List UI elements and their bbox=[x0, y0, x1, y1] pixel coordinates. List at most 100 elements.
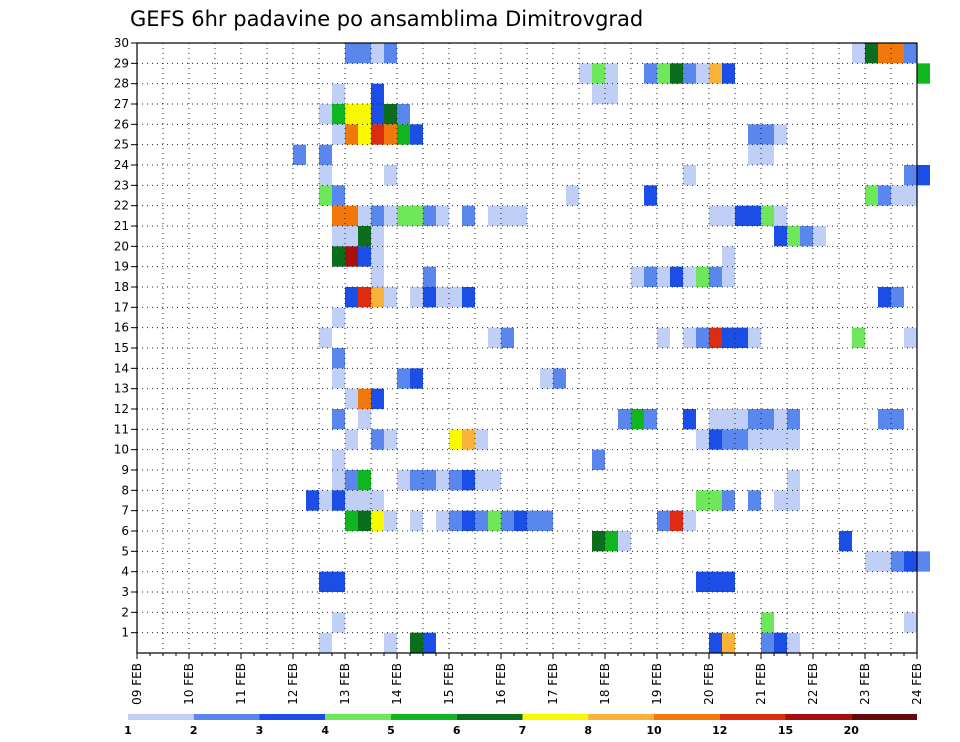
heatmap-cell bbox=[319, 144, 332, 165]
heatmap-cell bbox=[722, 246, 735, 267]
heatmap-cell bbox=[722, 327, 735, 348]
heatmap-cell bbox=[332, 83, 345, 104]
heatmap-cell bbox=[319, 327, 332, 348]
colorbar-label: 12 bbox=[712, 724, 727, 737]
heatmap-cell bbox=[722, 429, 735, 450]
heatmap-cell bbox=[436, 205, 449, 226]
heatmap-cell bbox=[709, 632, 722, 653]
heatmap-cell bbox=[618, 531, 631, 552]
x-tick-label: 19 FEB bbox=[650, 663, 664, 705]
heatmap-cell bbox=[371, 266, 384, 287]
heatmap-cell bbox=[917, 165, 930, 186]
heatmap-cell bbox=[774, 490, 787, 511]
heatmap-cell bbox=[371, 429, 384, 450]
heatmap-cell bbox=[423, 470, 436, 491]
colorbar-segment bbox=[654, 714, 720, 720]
heatmap-cell bbox=[891, 551, 904, 572]
y-tick-label: 18 bbox=[114, 280, 129, 294]
colorbar-label: 2 bbox=[190, 724, 198, 737]
heatmap-cell bbox=[410, 124, 423, 145]
heatmap-cell bbox=[787, 632, 800, 653]
heatmap-cells bbox=[293, 43, 930, 653]
heatmap-cell bbox=[410, 287, 423, 308]
x-tick-label: 10 FEB bbox=[182, 663, 196, 705]
heatmap-cell bbox=[410, 368, 423, 389]
heatmap-cell bbox=[345, 490, 358, 511]
heatmap-cell bbox=[579, 63, 592, 84]
heatmap-cell bbox=[878, 551, 891, 572]
heatmap-cell bbox=[358, 246, 371, 267]
heatmap-cell bbox=[358, 205, 371, 226]
heatmap-cell bbox=[709, 490, 722, 511]
heatmap-cell bbox=[397, 470, 410, 491]
heatmap-cell bbox=[358, 104, 371, 125]
y-tick-label: 27 bbox=[114, 97, 129, 111]
heatmap-cell bbox=[540, 368, 553, 389]
colorbar-segment bbox=[259, 714, 326, 720]
y-tick-label: 15 bbox=[114, 341, 129, 355]
colorbar-segment bbox=[128, 714, 194, 720]
colorbar: 1 2 3 4 5 6 7 8 10 12 15 20 bbox=[124, 714, 917, 737]
heatmap-cell bbox=[774, 205, 787, 226]
heatmap-cell bbox=[397, 368, 410, 389]
y-tick-label: 12 bbox=[114, 402, 129, 416]
heatmap-cell bbox=[332, 104, 345, 125]
heatmap-cell bbox=[423, 287, 436, 308]
heatmap-cell bbox=[813, 226, 826, 247]
heatmap-cell bbox=[553, 368, 566, 389]
heatmap-cell bbox=[371, 43, 384, 64]
heatmap-cell bbox=[371, 246, 384, 267]
heatmap-cell bbox=[891, 43, 904, 64]
heatmap-cell bbox=[865, 185, 878, 206]
heatmap-cell bbox=[748, 327, 761, 348]
heatmap-cell bbox=[410, 205, 423, 226]
heatmap-cell bbox=[371, 83, 384, 104]
heatmap-cell bbox=[436, 510, 449, 531]
heatmap-cell bbox=[501, 205, 514, 226]
y-tick-label: 28 bbox=[114, 77, 129, 91]
y-tick-label: 6 bbox=[121, 524, 129, 538]
heatmap-cell bbox=[332, 185, 345, 206]
heatmap-cell bbox=[384, 632, 397, 653]
heatmap-cell bbox=[683, 510, 696, 531]
heatmap-cell bbox=[722, 266, 735, 287]
heatmap-cell bbox=[384, 104, 397, 125]
heatmap-cell bbox=[696, 266, 709, 287]
heatmap-cell bbox=[293, 144, 306, 165]
heatmap-cell bbox=[878, 287, 891, 308]
heatmap-cell bbox=[709, 409, 722, 430]
heatmap-cell bbox=[397, 104, 410, 125]
heatmap-cell bbox=[332, 449, 345, 470]
x-tick-label: 17 FEB bbox=[546, 663, 560, 705]
y-tick-label: 2 bbox=[121, 605, 129, 619]
heatmap-cell bbox=[384, 165, 397, 186]
heatmap-cell bbox=[774, 409, 787, 430]
heatmap-cell bbox=[787, 226, 800, 247]
heatmap-cell bbox=[345, 510, 358, 531]
heatmap-cell bbox=[722, 63, 735, 84]
heatmap-cell bbox=[397, 205, 410, 226]
heatmap-cell bbox=[423, 205, 436, 226]
heatmap-cell bbox=[332, 409, 345, 430]
heatmap-cell bbox=[852, 43, 865, 64]
y-tick-label: 11 bbox=[114, 422, 129, 436]
heatmap-cell bbox=[787, 490, 800, 511]
heatmap-cell bbox=[761, 409, 774, 430]
heatmap-cell bbox=[384, 124, 397, 145]
heatmap-cell bbox=[397, 124, 410, 145]
colorbar-segment bbox=[325, 714, 391, 720]
heatmap-cell bbox=[566, 185, 579, 206]
heatmap-cell bbox=[488, 470, 501, 491]
y-tick-label: 13 bbox=[114, 382, 129, 396]
heatmap-cell bbox=[891, 185, 904, 206]
heatmap-cell bbox=[345, 124, 358, 145]
colorbar-segment bbox=[588, 714, 654, 720]
colorbar-segment bbox=[851, 714, 917, 720]
heatmap-cell bbox=[332, 205, 345, 226]
y-tick-label: 9 bbox=[121, 463, 129, 477]
heatmap-cell bbox=[735, 327, 748, 348]
heatmap-cell bbox=[371, 226, 384, 247]
heatmap-cell bbox=[319, 632, 332, 653]
heatmap-cell bbox=[449, 429, 462, 450]
